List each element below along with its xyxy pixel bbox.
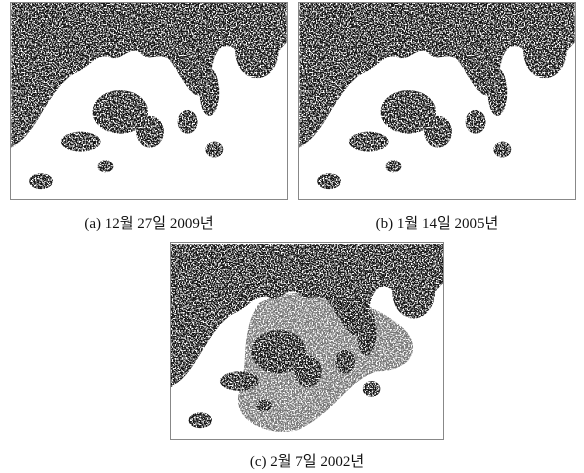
caption: (b) 1월 14일 2005년	[298, 212, 576, 233]
page: Figure {"panels": [ {"caption": "(a) 12월…	[0, 0, 584, 473]
caption: (a) 12월 27일 2009년	[10, 212, 288, 233]
caption: (c) 2월 7일 2002년	[170, 450, 444, 471]
image-b	[298, 2, 576, 200]
figure: (a) 12월 27일 2009년 (b) 1월 14일 2005년 (c) 2…	[0, 0, 584, 473]
land-texture	[299, 3, 574, 189]
land-texture	[11, 3, 286, 189]
image-a	[10, 2, 288, 200]
image-c	[170, 242, 444, 440]
